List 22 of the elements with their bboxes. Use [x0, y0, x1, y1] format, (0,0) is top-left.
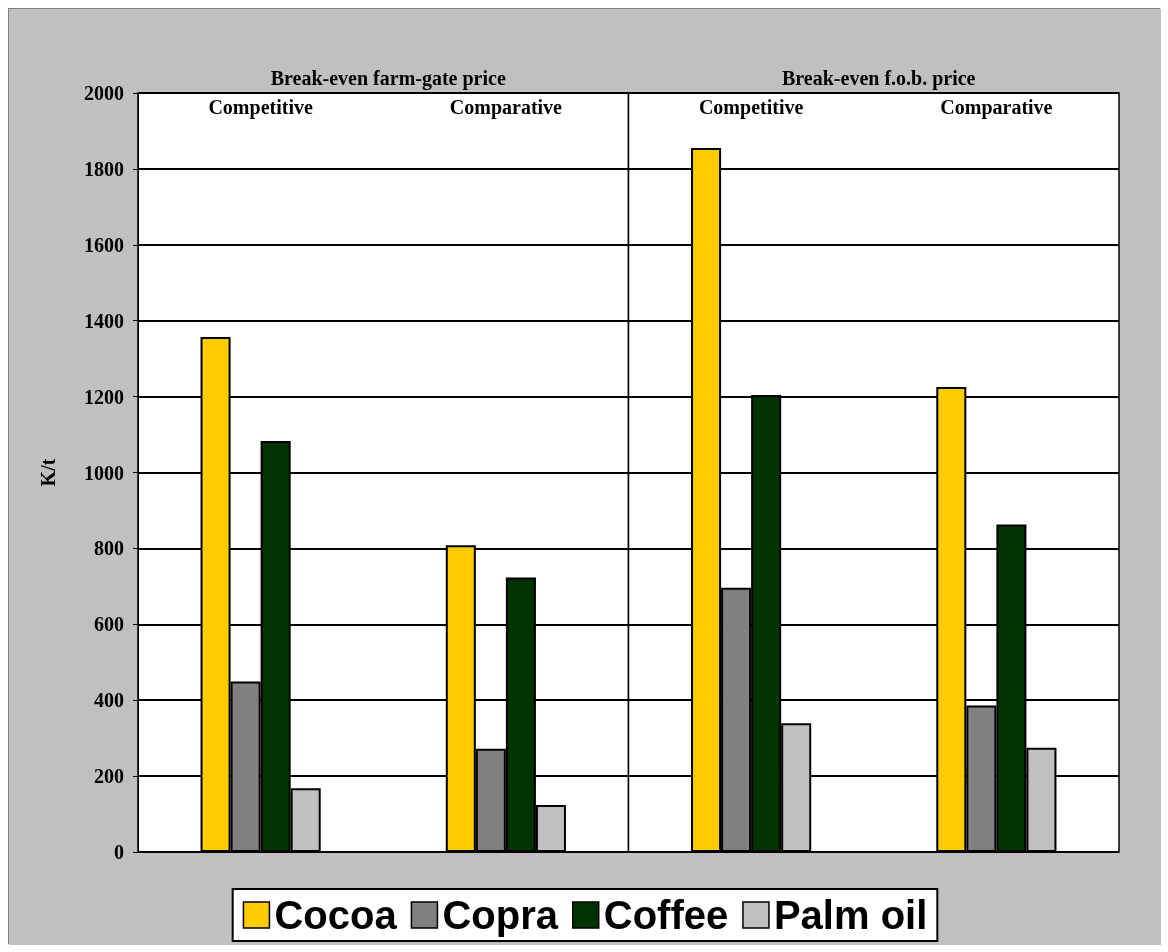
y-tick-label: 2000 [84, 82, 124, 104]
y-tick-label: 1400 [84, 309, 124, 332]
x-tick-label: Competitive [208, 96, 313, 119]
legend-label: Palm oil [773, 893, 928, 937]
y-tick-label: 600 [94, 613, 124, 636]
legend-label: Copra [442, 893, 559, 937]
y-tick-label: 200 [94, 765, 124, 788]
x-tick-label: Comparative [449, 96, 563, 119]
x-tick-label: Comparative [940, 96, 1053, 119]
legend-label: Coffee [603, 893, 729, 937]
y-tick-label: 1800 [84, 157, 124, 180]
y-tick-label: 1200 [84, 385, 124, 408]
chart-title: Break-even f.o.b. price [782, 67, 976, 90]
y-axis-title: K/t [37, 458, 59, 487]
y-tick-label: 0 [114, 841, 124, 863]
y-tick-label: 1600 [84, 233, 124, 256]
y-tick-label: 400 [94, 689, 124, 712]
chart-title: Break-even farm-gate price [270, 67, 506, 90]
x-tick-label: Competitive [698, 96, 804, 119]
y-tick-label: 1000 [84, 461, 124, 484]
legend-label: Cocoa [274, 893, 398, 937]
y-tick-label: 800 [94, 537, 124, 560]
